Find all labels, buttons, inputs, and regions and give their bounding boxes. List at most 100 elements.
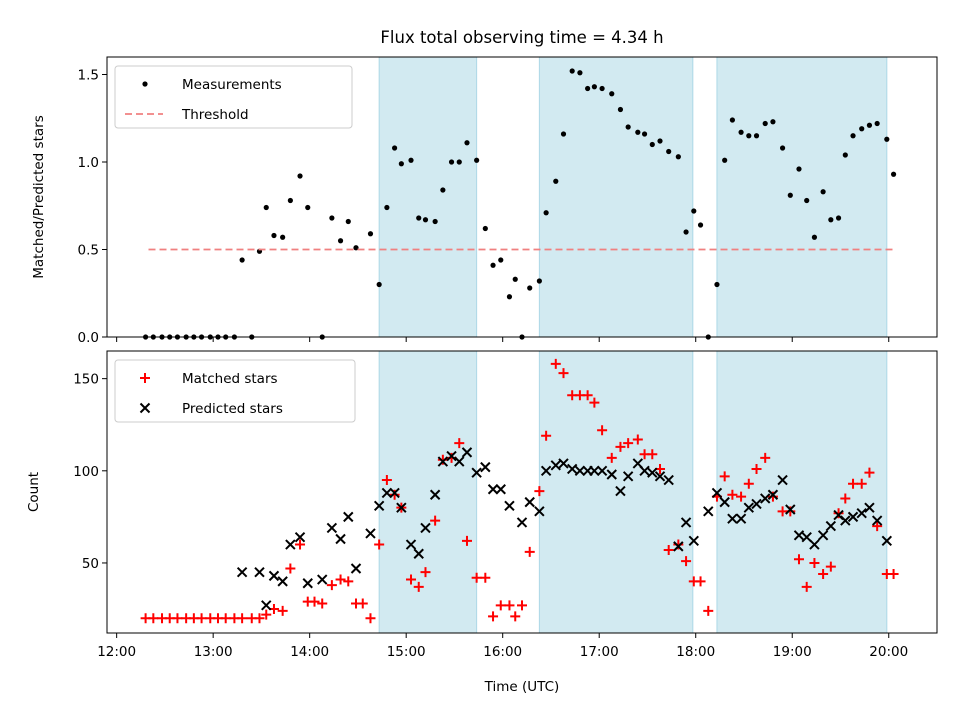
data-point — [788, 193, 793, 198]
data-point — [336, 575, 346, 585]
legend-label: Threshold — [181, 107, 249, 123]
legend-label: Matched stars — [182, 371, 278, 387]
x-tick-label: 17:00 — [580, 644, 619, 660]
legend-marker — [142, 81, 147, 86]
x-axis-label: Time (UTC) — [484, 679, 560, 695]
data-point — [812, 235, 817, 240]
shaded-interval — [539, 351, 692, 633]
data-point — [722, 158, 727, 163]
data-point — [336, 535, 345, 544]
data-point — [327, 523, 336, 532]
data-point — [303, 579, 312, 588]
legend: Matched stars Predicted stars — [115, 360, 355, 422]
data-point — [836, 215, 841, 220]
data-point — [507, 294, 512, 299]
data-point — [780, 145, 785, 150]
data-point — [691, 208, 696, 213]
data-point — [285, 563, 295, 573]
data-point — [440, 187, 445, 192]
data-point — [366, 529, 375, 538]
data-point — [754, 133, 759, 138]
data-point — [828, 217, 833, 222]
data-point — [238, 568, 247, 577]
data-point — [483, 226, 488, 231]
data-point — [271, 233, 276, 238]
data-point — [392, 145, 397, 150]
data-point — [626, 124, 631, 129]
data-point — [457, 159, 462, 164]
y-tick-label: 100 — [73, 464, 99, 480]
data-point — [696, 576, 706, 586]
data-point — [714, 282, 719, 287]
data-point — [489, 485, 498, 494]
x-tick-label: 18:00 — [676, 644, 715, 660]
data-point — [657, 138, 662, 143]
data-point — [377, 282, 382, 287]
data-point — [464, 140, 469, 145]
bottom-panel: 50100150Count12:00 13:00 14:00 15:00 16:00 17… — [26, 351, 937, 660]
data-point — [650, 142, 655, 147]
data-point — [286, 540, 295, 549]
data-point — [496, 600, 506, 610]
data-point — [288, 198, 293, 203]
data-point — [310, 597, 320, 607]
data-point — [368, 231, 373, 236]
shaded-interval — [379, 57, 476, 337]
data-point — [537, 278, 542, 283]
y-axis-label: Matched/Predicted stars — [31, 115, 47, 278]
data-point — [703, 606, 713, 616]
data-point — [280, 235, 285, 240]
shaded-interval — [717, 351, 887, 633]
data-point — [859, 126, 864, 131]
data-point — [496, 485, 505, 494]
data-point — [730, 117, 735, 122]
y-tick-label: 1.5 — [78, 68, 99, 84]
data-point — [172, 613, 182, 623]
data-point — [305, 205, 310, 210]
data-point — [474, 158, 479, 163]
data-point — [592, 84, 597, 89]
y-tick-label: 150 — [73, 372, 99, 388]
x-tick-label: 15:00 — [387, 644, 426, 660]
data-point — [796, 166, 801, 171]
x-tick-label: 20:00 — [869, 644, 908, 660]
data-point — [399, 161, 404, 166]
data-point — [510, 611, 520, 621]
data-point — [561, 131, 566, 136]
data-point — [504, 600, 514, 610]
x-tick-label: 19:00 — [773, 644, 812, 660]
data-point — [666, 149, 671, 154]
data-point — [481, 463, 490, 472]
data-point — [317, 599, 327, 609]
data-point — [635, 130, 640, 135]
data-point — [318, 575, 327, 584]
data-point — [338, 238, 343, 243]
top-panel: 0.00.51.01.5Matched/Predicted starsMeasu… — [31, 57, 937, 346]
data-point — [255, 568, 264, 577]
data-point — [384, 205, 389, 210]
legend-label: Predicted stars — [182, 401, 283, 417]
data-point — [352, 564, 361, 573]
data-point — [365, 613, 375, 623]
legend: MeasurementsThreshold — [115, 66, 352, 128]
y-axis-label: Count — [26, 472, 42, 512]
data-point — [867, 123, 872, 128]
data-point — [553, 179, 558, 184]
data-point — [505, 501, 514, 510]
data-point — [517, 600, 527, 610]
data-point — [525, 498, 534, 507]
data-point — [488, 611, 498, 621]
data-point — [763, 121, 768, 126]
data-point — [585, 86, 590, 91]
data-point — [609, 91, 614, 96]
data-point — [544, 210, 549, 215]
data-point — [490, 263, 495, 268]
data-point — [527, 285, 532, 290]
data-point — [344, 512, 353, 521]
data-point — [513, 277, 518, 282]
data-point — [498, 257, 503, 262]
data-point — [891, 172, 896, 177]
data-point — [297, 173, 302, 178]
data-point — [889, 569, 899, 579]
data-point — [449, 159, 454, 164]
